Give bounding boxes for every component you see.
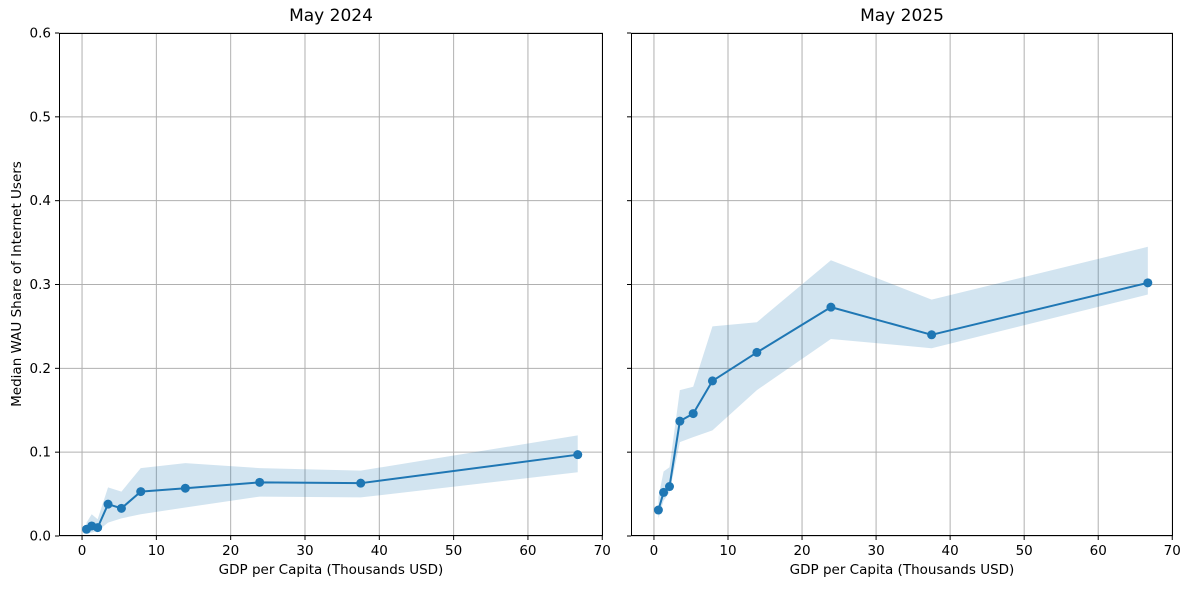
y-tick-label: 0.3 [30,277,51,293]
x-tick-label: 30 [296,543,313,559]
subplot-title-may-2024: May 2024 [289,6,373,26]
x-tick-label: 70 [594,543,611,559]
x-tick-label: 10 [719,543,736,559]
data-point-marker [136,487,146,497]
y-tick-label: 0.4 [30,193,51,209]
x-tick-label: 40 [942,543,959,559]
x-axis-label-left: GDP per Capita (Thousands USD) [218,562,444,578]
data-point-marker [826,302,836,312]
data-point-marker [180,483,190,493]
x-tick-label: 0 [78,543,87,559]
data-point-marker [707,376,717,386]
data-point-marker [927,330,937,340]
y-axis-label: Median WAU Share of Internet Users [9,161,25,407]
subplot-title-may-2025: May 2025 [860,6,944,26]
x-tick-label: 0 [650,543,659,559]
x-tick-label: 20 [793,543,810,559]
y-tick-label: 0.0 [30,529,51,545]
data-point-marker [116,503,126,513]
x-tick-label: 50 [445,543,462,559]
x-tick-label: 10 [148,543,165,559]
y-tick-label: 0.5 [30,109,51,125]
confidence-band [86,435,578,534]
x-tick-label: 30 [867,543,884,559]
data-point-marker [675,416,685,426]
x-axis-label-right: GDP per Capita (Thousands USD) [789,562,1015,578]
data-point-marker [752,347,762,357]
x-tick-label: 60 [1090,543,1107,559]
data-point-marker [93,523,103,533]
data-point-marker [688,409,698,419]
x-tick-label: 60 [519,543,536,559]
data-point-marker [356,478,366,488]
x-tick-label: 20 [222,543,239,559]
x-tick-label: 70 [1164,543,1181,559]
data-point-marker [659,487,669,497]
axes-spines [59,33,603,536]
y-tick-label: 0.1 [30,445,51,461]
y-tick-label: 0.6 [30,26,51,42]
data-point-marker [653,505,663,515]
x-tick-label: 40 [371,543,388,559]
confidence-band [658,246,1148,519]
data-point-marker [255,477,265,487]
data-point-marker [1143,278,1153,288]
axes-spines [631,33,1173,536]
data-point-marker [103,499,113,509]
x-tick-label: 50 [1016,543,1033,559]
data-point-marker [665,482,675,492]
y-tick-label: 0.2 [30,361,51,377]
data-point-marker [573,450,583,460]
